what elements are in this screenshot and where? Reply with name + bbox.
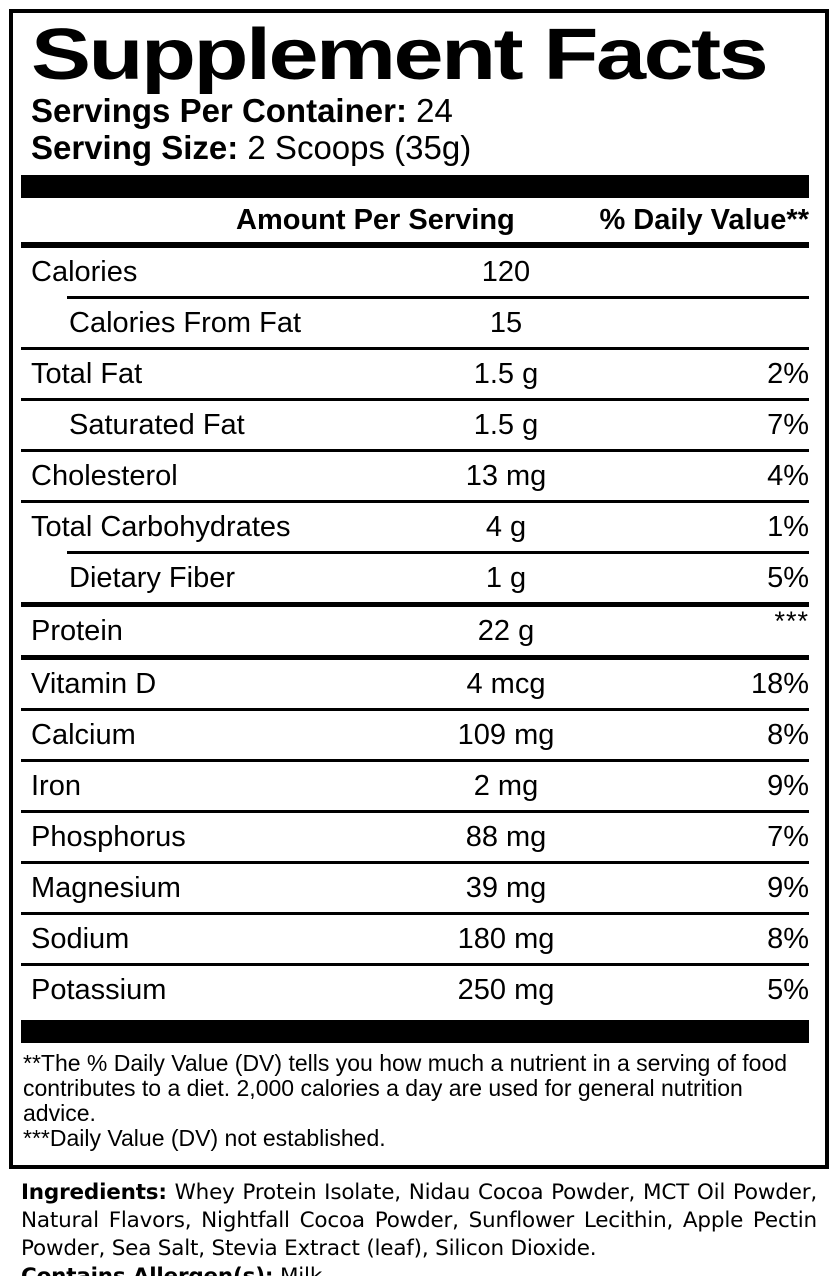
ingredients-paragraph: Ingredients: Whey Protein Isolate, Nidau… [21,1179,817,1263]
nutrient-name: Saturated Fat [69,408,245,441]
nutrient-name: Potassium [31,973,167,1006]
servings-per-container-value: 24 [416,92,453,130]
nutrient-name: Total Fat [31,357,143,390]
nutrient-name: Sodium [31,922,130,955]
row-divider [21,602,809,608]
nutrient-amount: 120 [481,255,531,288]
nutrient-daily-value: *** [774,605,809,636]
nutrient-daily-value: 7% [767,408,809,441]
nutrient-name: Vitamin D [31,667,157,700]
allergen-line: Contains Allergen(s): Milk [21,1263,817,1276]
nutrient-row: Total Fat 1.5 g 2% [21,350,809,398]
nutrient-row: Calories From Fat 15 [21,299,809,347]
nutrient-row: Iron 2 mg 9% [21,762,809,810]
nutrient-name: Phosphorus [31,820,186,853]
allergen-value: Milk [280,1264,322,1276]
nutrient-row: Cholesterol 13 mg 4% [21,452,809,500]
separator-bar-bottom [21,1020,809,1044]
nutrient-name: Total Carbohydrates [31,510,291,543]
nutrient-amount: 88 mg [465,820,547,853]
nutrient-row: Calories 120 [21,248,809,296]
nutrient-daily-value: 2% [767,357,809,390]
nutrient-daily-value: 4% [767,459,809,492]
nutrient-amount: 109 mg [457,718,555,751]
nutrient-amount: 1.5 g [473,408,539,441]
nutrient-daily-value: 8% [767,922,809,955]
row-divider [21,963,809,967]
serving-size-line: Serving Size: 2 Scoops (35g) [21,129,809,166]
nutrient-name: Calories From Fat [69,306,302,339]
servings-per-container-label: Servings Per Container: [31,92,407,130]
nutrient-row: Vitamin D 4 mcg 18% [21,660,809,708]
nutrient-row: Total Carbohydrates 4 g 1% [21,503,809,551]
nutrient-name: Dietary Fiber [69,561,235,594]
serving-size-value: 2 Scoops (35g) [247,129,472,167]
label-box: Supplement Facts Servings Per Container:… [9,9,829,1170]
nutrient-amount: 39 mg [465,871,547,904]
ingredients-section: Ingredients: Whey Protein Isolate, Nidau… [21,1179,817,1276]
nutrient-row: Potassium 250 mg 5% [21,966,809,1014]
label-title-text: Supplement Facts [31,15,769,95]
nutrient-name: Cholesterol [31,459,178,492]
nutrient-name: Protein [31,614,123,647]
nutrient-daily-value: 5% [767,973,809,1006]
column-header-daily-value: % Daily Value** [599,204,809,237]
nutrient-daily-value: 7% [767,820,809,853]
row-divider [67,551,809,555]
row-divider [21,655,809,661]
column-header-amount: Amount Per Serving [236,204,515,237]
row-divider [67,296,809,300]
nutrient-amount: 1.5 g [473,357,539,390]
nutrient-amount: 4 mcg [466,667,546,700]
nutrient-amount: 13 mg [465,459,547,492]
nutrient-amount: 4 g [485,510,527,543]
label-title: Supplement Facts [21,15,809,95]
nutrient-row: Magnesium 39 mg 9% [21,864,809,912]
nutrient-row: Saturated Fat 1.5 g 7% [21,401,809,449]
nutrient-row: Sodium 180 mg 8% [21,915,809,963]
footnotes: **The % Daily Value (DV) tells you how m… [21,1043,809,1157]
servings-per-container-line: Servings Per Container: 24 [21,92,809,129]
nutrient-amount: 22 g [477,614,535,647]
daily-value-footnote: **The % Daily Value (DV) tells you how m… [23,1050,788,1127]
ingredients-label: Ingredients: [21,1180,167,1206]
row-divider [21,912,809,916]
row-divider [21,500,809,504]
supplement-facts-label: Supplement Facts Servings Per Container:… [0,9,837,1276]
row-divider [21,449,809,453]
row-divider [21,398,809,402]
nutrient-name: Magnesium [31,871,181,904]
nutrient-daily-value: 5% [767,561,809,594]
separator-bar-top [21,175,809,199]
nutrient-daily-value: 18% [750,667,809,700]
ingredients-list: Whey Protein Isolate, Nidau Cocoa Powder… [21,1180,818,1262]
row-divider [21,759,809,763]
nutrient-daily-value: 9% [767,871,809,904]
nutrient-row: Protein 22 g *** [21,605,809,655]
nutrient-name: Calcium [31,718,136,751]
nutrient-daily-value: 1% [767,510,809,543]
nutrient-amount: 1 g [485,561,527,594]
not-established-footnote: ***Daily Value (DV) not established. [23,1125,386,1152]
row-divider [21,347,809,351]
nutrient-name: Iron [31,769,81,802]
nutrient-amount: 250 mg [457,973,555,1006]
nutrient-row: Calcium 109 mg 8% [21,711,809,759]
nutrient-amount: 15 [489,306,523,339]
nutrient-amount: 180 mg [457,922,555,955]
row-divider [21,861,809,865]
allergen-label: Contains Allergen(s): [21,1264,273,1276]
nutrient-rows: Calories 120 Calories From Fat 15 Total … [21,248,809,1014]
column-header-rule [21,242,809,249]
nutrient-daily-value: 8% [767,718,809,751]
table-column-header: Amount Per Serving % Daily Value** [21,198,809,242]
serving-size-label: Serving Size: [31,129,239,167]
nutrient-amount: 2 mg [473,769,539,802]
row-divider [21,810,809,814]
nutrient-row: Dietary Fiber 1 g 5% [21,554,809,602]
nutrient-daily-value: 9% [767,769,809,802]
nutrient-name: Calories [31,255,138,288]
nutrient-row: Phosphorus 88 mg 7% [21,813,809,861]
row-divider [21,708,809,712]
